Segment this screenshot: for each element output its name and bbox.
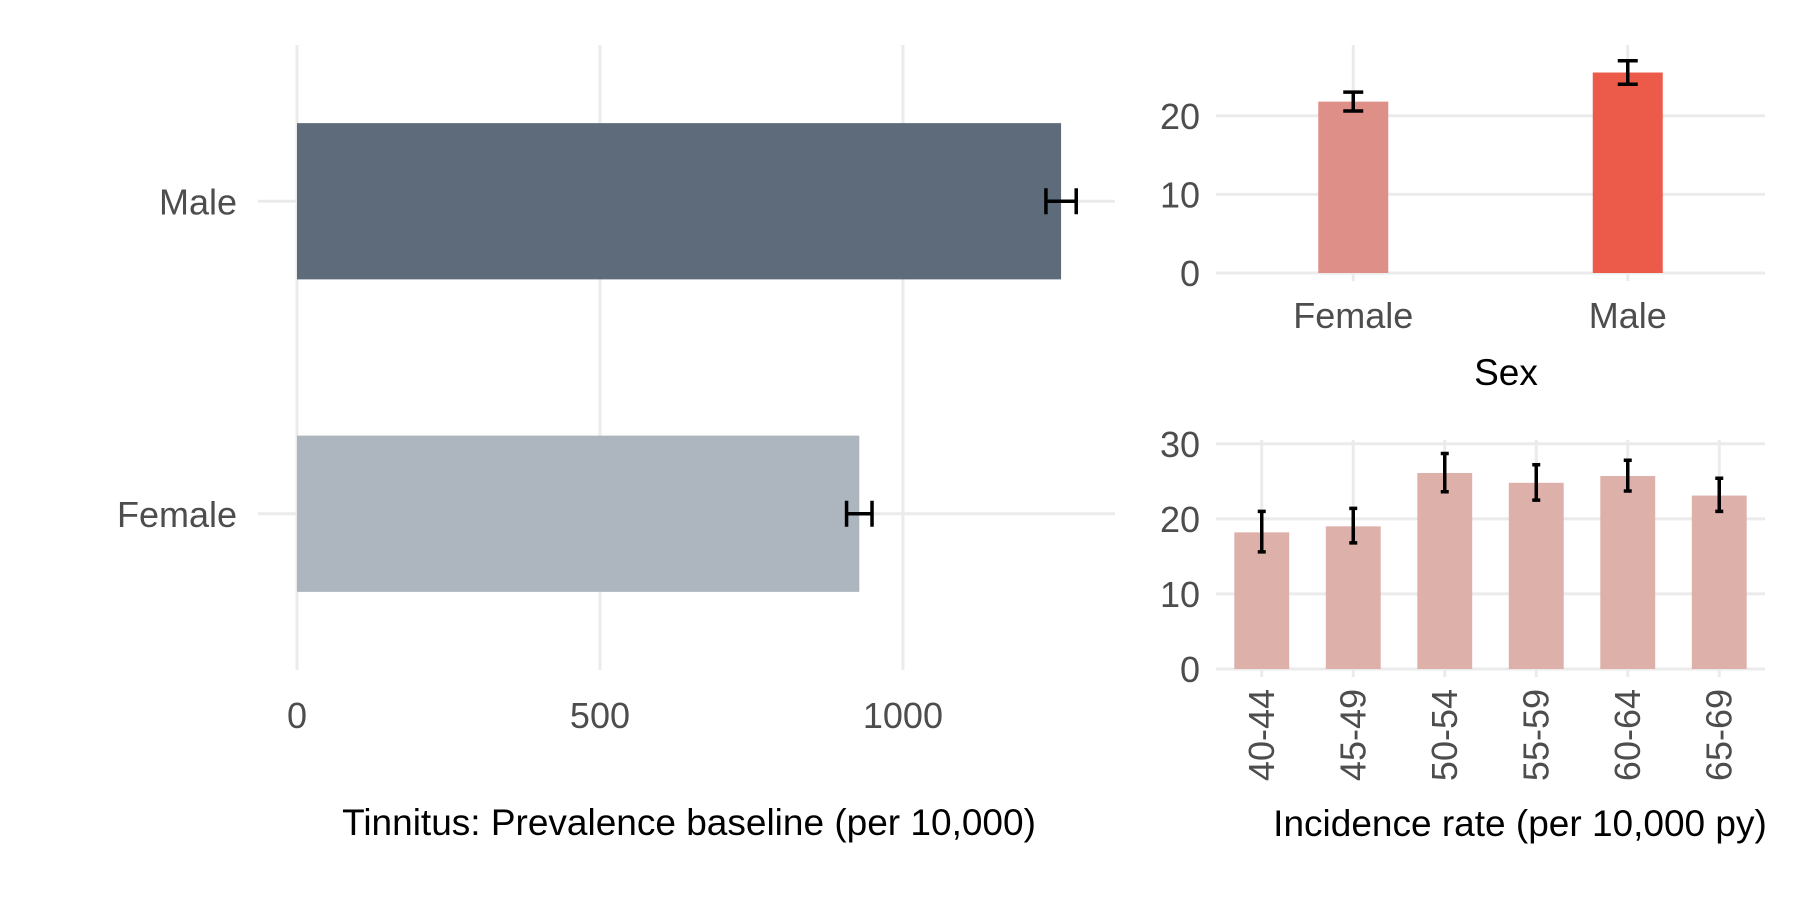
- prevalence-x-axis-title: Tinnitus: Prevalence baseline (per 10,00…: [342, 802, 1036, 843]
- incidence-by-sex-y-tick-label: 10: [1160, 174, 1200, 215]
- incidence-by-age-error-bar: [1623, 458, 1632, 493]
- incidence-by-age-bar: [1417, 473, 1473, 669]
- prevalence-error-bar: [1044, 188, 1078, 215]
- prevalence-x-tick-label: 500: [570, 695, 630, 736]
- incidence-by-age-error-bar: [1715, 476, 1724, 514]
- incidence-by-age-error-bar: [1532, 463, 1541, 502]
- incidence-by-age-y-tick-label: 0: [1180, 649, 1200, 690]
- incidence-by-age-error-bar: [1349, 506, 1358, 545]
- incidence-by-sex-y-tick-label: 20: [1160, 96, 1200, 137]
- incidence-by-sex-panel: 0 10 20 Female Male: [1160, 45, 1765, 336]
- incidence-by-age-category-label: 40-44: [1241, 689, 1282, 781]
- incidence-by-age-bar: [1600, 476, 1656, 669]
- prevalence-error-bar: [844, 500, 874, 527]
- incidence-by-age-bar: [1325, 526, 1381, 669]
- incidence-by-age-bar: [1691, 495, 1747, 669]
- prevalence-panel: 0 500 1000 Female Male: [117, 45, 1115, 736]
- incidence-by-age-category-label: 50-54: [1424, 689, 1465, 781]
- prevalence-bar-male: [297, 123, 1062, 280]
- incidence-by-age-bar: [1508, 482, 1564, 669]
- incidence-by-sex-category-label: Female: [1293, 295, 1413, 336]
- prevalence-x-tick-label: 1000: [863, 695, 943, 736]
- incidence-by-sex-x-axis-title: Sex: [1474, 352, 1538, 393]
- incidence-by-sex-error-bar: [1343, 90, 1364, 113]
- incidence-by-age-y-tick-label: 20: [1160, 499, 1200, 540]
- prevalence-category-label: Female: [117, 494, 237, 535]
- incidence-by-age-category-label: 65-69: [1698, 689, 1739, 781]
- incidence-by-age-error-bar: [1440, 451, 1449, 494]
- incidence-by-sex-category-label: Male: [1589, 295, 1667, 336]
- incidence-by-age-panel: 0 10 20 30 40-44 45-49 50-54 55-59 60-64 65-69: [1160, 424, 1765, 781]
- incidence-by-age-category-label: 60-64: [1607, 689, 1648, 781]
- incidence-by-age-category-label: 45-49: [1332, 689, 1373, 781]
- incidence-by-sex-bar: [1592, 72, 1663, 273]
- prevalence-x-tick-label: 0: [287, 695, 307, 736]
- incidence-by-sex-error-bar: [1617, 58, 1638, 87]
- incidence-by-sex-y-tick-label: 0: [1180, 253, 1200, 294]
- incidence-by-age-y-tick-label: 10: [1160, 574, 1200, 615]
- incidence-by-age-category-label: 55-59: [1515, 689, 1556, 781]
- prevalence-category-label: Male: [159, 181, 237, 222]
- incidence-by-sex-bar: [1318, 101, 1389, 273]
- incidence-by-age-bar: [1234, 532, 1290, 669]
- incidence-by-age-x-axis-title: Incidence rate (per 10,000 py): [1273, 803, 1767, 844]
- incidence-by-age-error-bar: [1257, 509, 1266, 554]
- incidence-by-age-y-tick-label: 30: [1160, 424, 1200, 465]
- prevalence-bar-female: [297, 435, 860, 592]
